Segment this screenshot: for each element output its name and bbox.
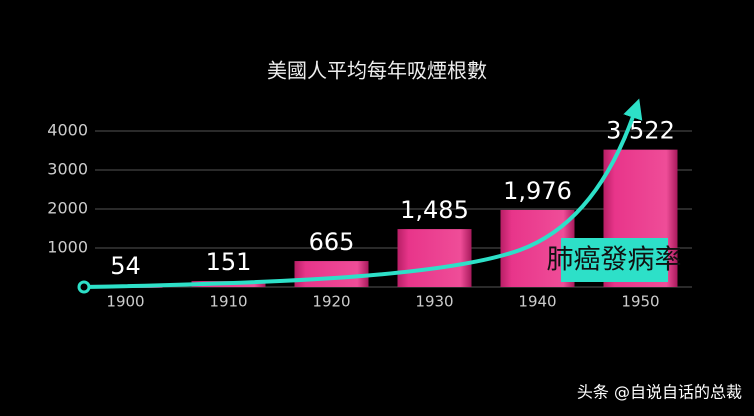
y-tick-label: 1000 bbox=[47, 238, 88, 257]
y-tick-label: 3000 bbox=[47, 160, 88, 179]
annotation: 肺癌發病率 bbox=[547, 245, 682, 276]
y-tick-label: 2000 bbox=[47, 199, 88, 218]
value-label: 54 bbox=[110, 252, 141, 280]
watermark: 头条 @自说自话的总裁 bbox=[577, 383, 742, 402]
value-label: 665 bbox=[309, 228, 355, 256]
x-tick-label: 1930 bbox=[415, 293, 453, 311]
y-tick-label: 4000 bbox=[47, 121, 88, 140]
x-tick-label: 1950 bbox=[621, 293, 659, 311]
overlay: 肺癌發病率 bbox=[77, 98, 682, 294]
annotation-box bbox=[561, 238, 668, 282]
arrow-start bbox=[77, 280, 91, 294]
x-tick-label: 1920 bbox=[312, 293, 350, 311]
value-label: 1,976 bbox=[503, 177, 572, 205]
trend-arrow bbox=[83, 98, 643, 289]
x-tick-label: 1940 bbox=[518, 293, 556, 311]
plot: 1000 2000 3000 4000 1900 54 1910 151 1920 665 1930… bbox=[47, 117, 692, 311]
bar bbox=[294, 261, 369, 287]
x-tick-label: 1910 bbox=[209, 293, 247, 311]
value-label: 3,522 bbox=[606, 117, 675, 145]
x-tick-label: 1900 bbox=[106, 293, 144, 311]
bar bbox=[397, 229, 472, 287]
value-label: 151 bbox=[206, 248, 252, 276]
value-label: 1,485 bbox=[400, 196, 469, 224]
chart-title: 美國人平均每年吸煙根數 bbox=[267, 59, 487, 83]
